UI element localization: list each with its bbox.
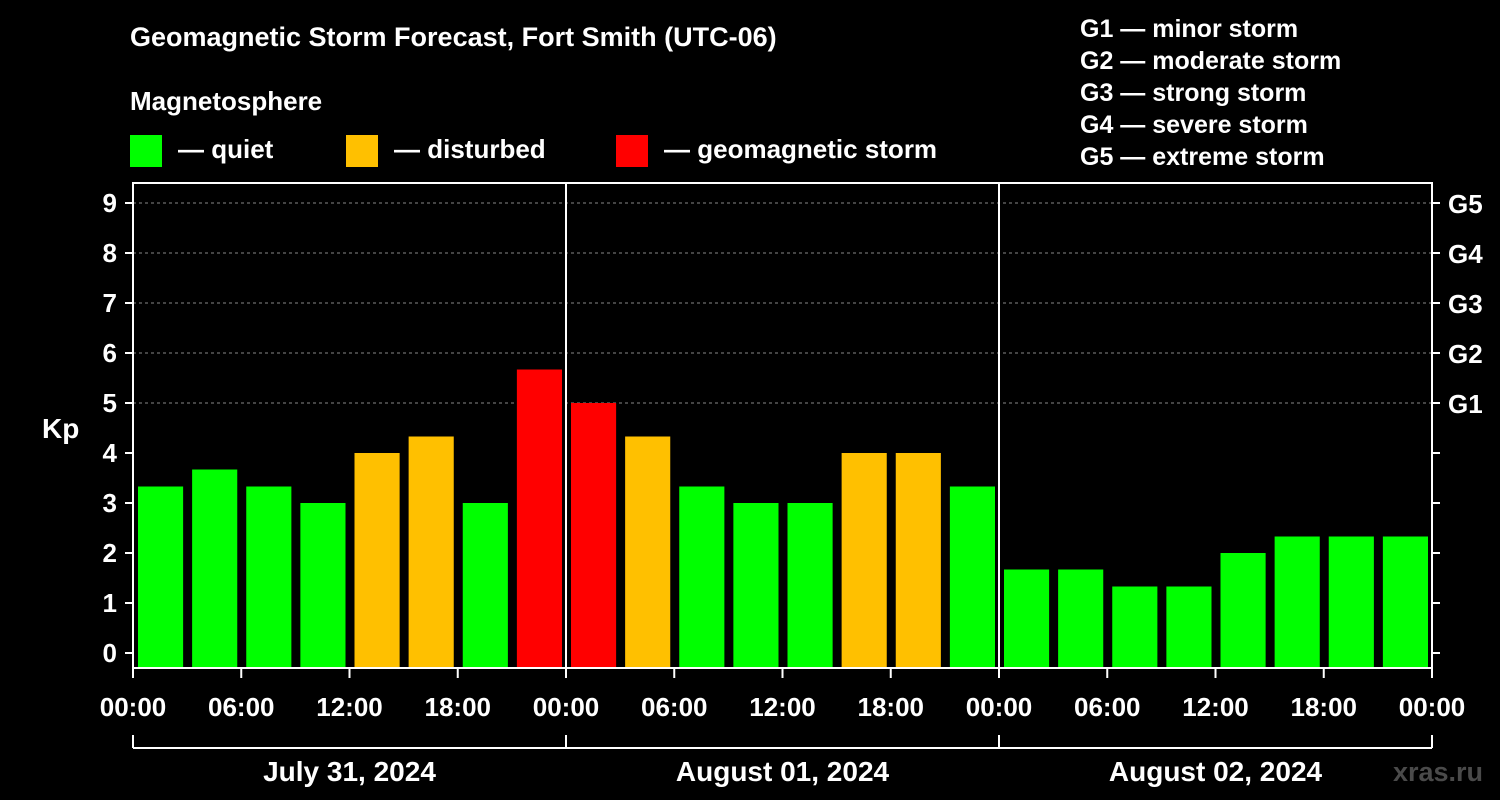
x-tick-label: 00:00	[533, 692, 600, 722]
g-tick-label: G2	[1448, 339, 1483, 369]
y-tick-label: 3	[103, 488, 117, 518]
x-tick-label: 00:00	[1399, 692, 1466, 722]
y-tick-label: 0	[103, 638, 117, 668]
kp-bar	[571, 403, 617, 668]
kp-bar	[1382, 536, 1428, 668]
y-tick-label: 1	[103, 588, 117, 618]
g-tick-label: G4	[1448, 239, 1483, 269]
x-tick-label: 12:00	[1182, 692, 1249, 722]
x-tick-label: 06:00	[208, 692, 275, 722]
y-tick-label: 5	[103, 388, 117, 418]
g-scale-g5: G5 — extreme storm	[1080, 143, 1325, 171]
legend-swatch-disturbed	[346, 135, 378, 167]
kp-bar	[679, 486, 725, 668]
legend-label-storm: — geomagnetic storm	[664, 134, 938, 164]
y-tick-label: 4	[103, 438, 118, 468]
kp-bar	[408, 436, 454, 668]
x-tick-label: 18:00	[1291, 692, 1358, 722]
kp-bar	[138, 486, 184, 668]
day-label: August 01, 2024	[676, 756, 890, 787]
y-tick-label: 2	[103, 538, 117, 568]
kp-bar	[733, 503, 779, 668]
x-tick-label: 18:00	[425, 692, 492, 722]
x-tick-label: 06:00	[641, 692, 708, 722]
g-tick-label: G5	[1448, 189, 1483, 219]
g-tick-label: G3	[1448, 289, 1483, 319]
g-scale-g4: G4 — severe storm	[1080, 111, 1308, 139]
x-tick-label: 12:00	[316, 692, 383, 722]
y-tick-label: 9	[103, 188, 117, 218]
legend-label-disturbed: — disturbed	[394, 134, 546, 164]
legend-heading: Magnetosphere	[130, 86, 323, 116]
x-tick-label: 00:00	[100, 692, 167, 722]
kp-bar	[516, 369, 562, 668]
kp-bar	[1328, 536, 1374, 668]
chart-title: Geomagnetic Storm Forecast, Fort Smith (…	[130, 22, 777, 52]
g-tick-label: G1	[1448, 389, 1483, 419]
kp-bar	[1274, 536, 1320, 668]
kp-bar	[1112, 586, 1158, 668]
g-scale-g3: G3 — strong storm	[1080, 79, 1307, 107]
kp-bar	[895, 453, 941, 668]
kp-bar	[841, 453, 887, 668]
y-tick-label: 6	[103, 338, 117, 368]
kp-bar	[192, 469, 238, 668]
kp-bar	[1058, 569, 1104, 668]
day-label: July 31, 2024	[263, 756, 436, 787]
x-tick-label: 18:00	[858, 692, 925, 722]
kp-bar	[246, 486, 292, 668]
watermark: xras.ru	[1393, 757, 1483, 787]
kp-bar	[949, 486, 995, 668]
kp-bar	[354, 453, 400, 668]
kp-bar	[1004, 569, 1050, 668]
day-label: August 02, 2024	[1109, 756, 1323, 787]
y-tick-label: 7	[103, 288, 117, 318]
y-axis-label: Kp	[42, 413, 79, 444]
kp-bar	[787, 503, 833, 668]
legend-swatch-quiet	[130, 135, 162, 167]
kp-bar	[625, 436, 671, 668]
g-scale-g1: G1 — minor storm	[1080, 15, 1299, 43]
x-tick-label: 12:00	[749, 692, 816, 722]
x-tick-label: 00:00	[966, 692, 1033, 722]
x-tick-label: 06:00	[1074, 692, 1141, 722]
legend-swatch-storm	[616, 135, 648, 167]
kp-bar	[1166, 586, 1212, 668]
g-scale-g2: G2 — moderate storm	[1080, 47, 1342, 75]
kp-bar	[1220, 553, 1266, 668]
y-tick-label: 8	[103, 238, 117, 268]
kp-bar	[462, 503, 508, 668]
kp-bar	[300, 503, 346, 668]
legend-label-quiet: — quiet	[178, 134, 274, 164]
